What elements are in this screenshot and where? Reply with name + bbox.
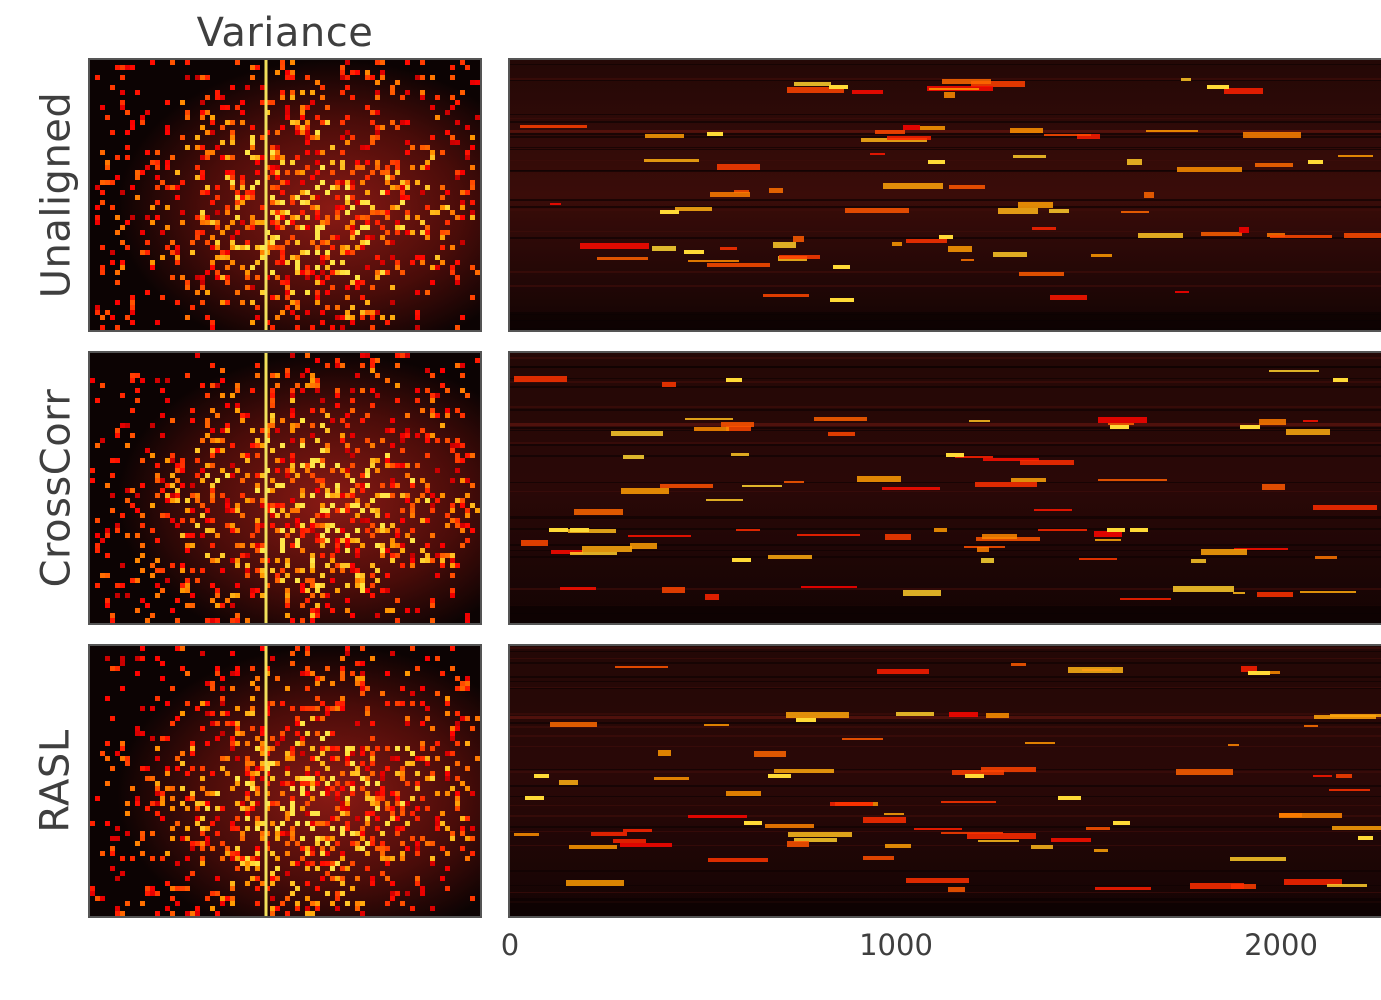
column-title: Variance — [196, 10, 374, 56]
line-trace-crosscorr — [508, 351, 1381, 625]
x-tick-2000: 2000 — [1244, 928, 1318, 962]
variance-image-crosscorr — [88, 351, 482, 625]
line-trace-rasl — [508, 644, 1381, 918]
x-tick-0: 0 — [500, 928, 520, 962]
variance-image-unaligned — [88, 58, 482, 332]
line-trace-unaligned — [508, 58, 1381, 332]
variance-image-rasl — [88, 644, 482, 918]
x-tick-1000: 1000 — [859, 928, 933, 962]
